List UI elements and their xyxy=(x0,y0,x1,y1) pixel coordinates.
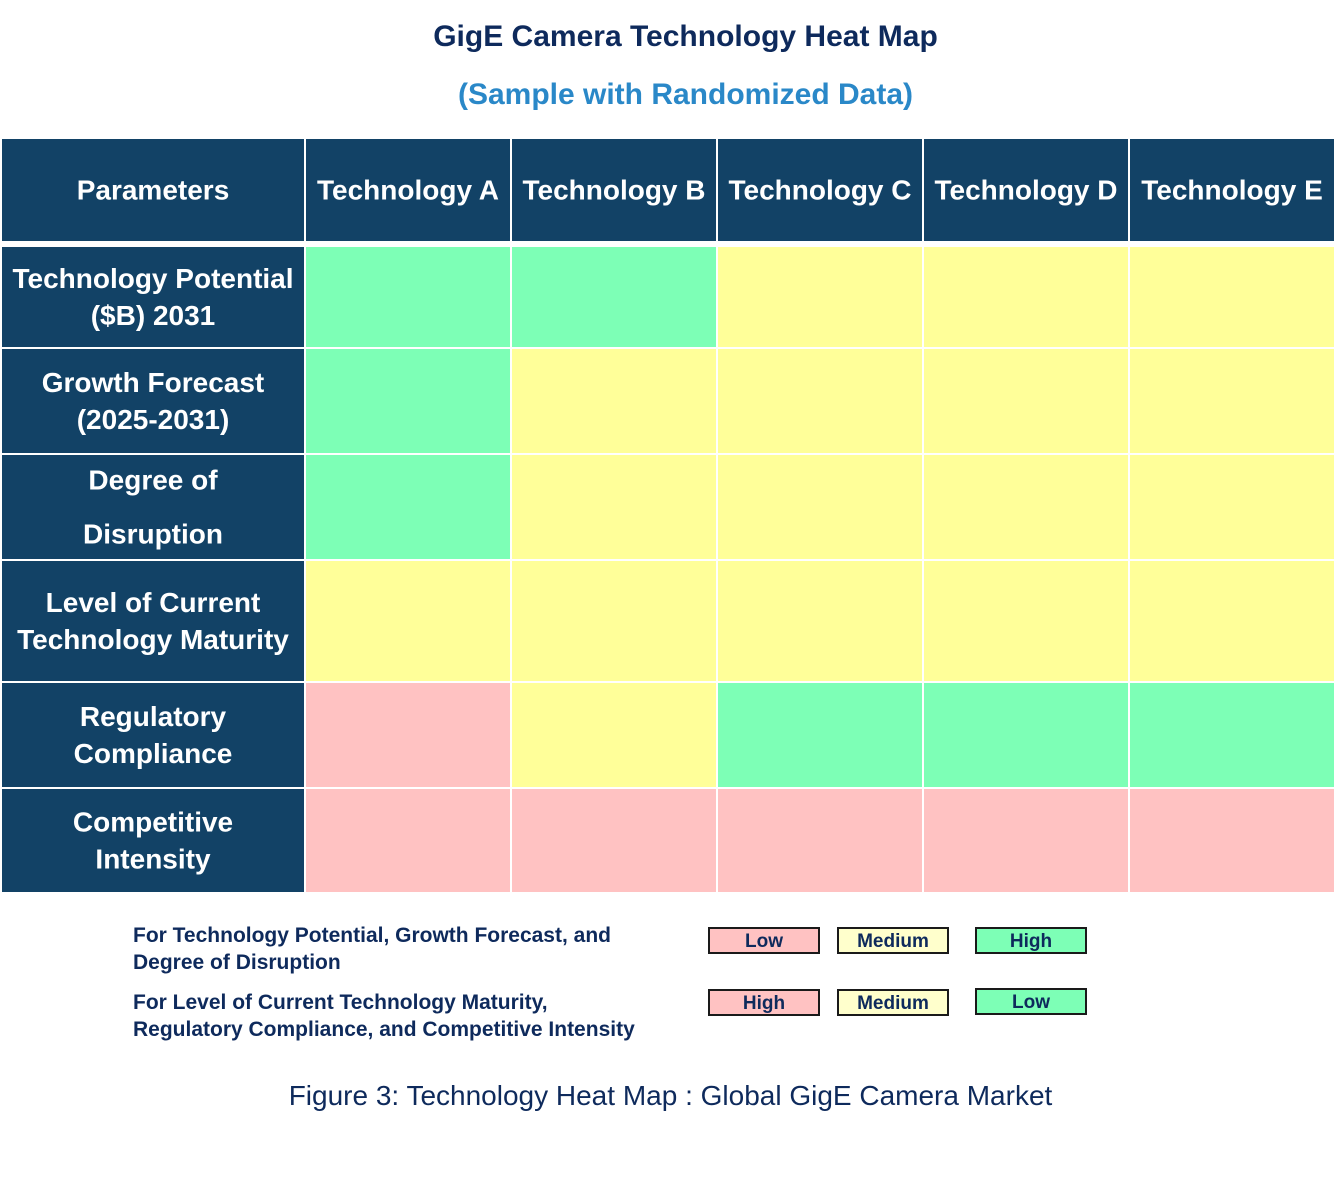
row-header-cell xyxy=(2,789,304,892)
heatmap-cell xyxy=(306,247,510,347)
heatmap-cell xyxy=(512,789,716,892)
heatmap-cell xyxy=(718,561,922,681)
column-header-parameters: Parameters xyxy=(77,175,230,206)
heatmap-cell xyxy=(718,683,922,787)
legend-swatch-low: Low xyxy=(975,988,1087,1015)
heatmap-cell xyxy=(306,349,510,453)
column-header-label: Technology C xyxy=(728,175,911,206)
column-header-label: Technology D xyxy=(934,175,1117,206)
row-header-cell xyxy=(2,349,304,453)
row-label-line: Intensity xyxy=(95,844,211,875)
heatmap-cell xyxy=(924,349,1128,453)
heatmap-cell xyxy=(306,789,510,892)
row-label-line: Level of Current xyxy=(46,587,261,618)
row-label-line: Technology Potential xyxy=(12,263,293,294)
row-label-line: Growth Forecast xyxy=(42,367,264,398)
legend-group1-line1: For Technology Potential, Growth Forecas… xyxy=(133,924,611,947)
header-cell-technology-d xyxy=(924,139,1128,241)
row-header-cell xyxy=(2,247,304,347)
heatmap-cell xyxy=(512,683,716,787)
row-label-line: (2025-2031) xyxy=(77,404,230,435)
row-header-cell xyxy=(2,455,304,559)
legend-swatch-high: High xyxy=(975,927,1087,954)
heatmap-cell xyxy=(512,247,716,347)
row-label-line: Technology Maturity xyxy=(17,624,289,655)
legend-swatch-low: Low xyxy=(708,927,820,954)
row-label-line: Regulatory xyxy=(80,701,227,732)
heatmap-cell xyxy=(1130,561,1334,681)
column-header-label: Technology B xyxy=(522,175,705,206)
heatmap-cell xyxy=(718,455,922,559)
legend-group1-text: For Technology Potential, Growth Forecas… xyxy=(133,922,611,976)
heatmap-cell xyxy=(924,789,1128,892)
heatmap-cell xyxy=(306,455,510,559)
chart-subtitle: (Sample with Randomized Data) xyxy=(457,78,914,111)
header-cell-technology-e xyxy=(1130,139,1334,241)
heatmap-cell xyxy=(306,561,510,681)
heatmap-cell xyxy=(924,455,1128,559)
row-header-cell xyxy=(2,561,304,681)
heatmap-cell xyxy=(718,247,922,347)
heatmap-cell xyxy=(1130,349,1334,453)
legend-group2-text: For Level of Current Technology Maturity… xyxy=(133,989,635,1043)
legend-group2-line1: For Level of Current Technology Maturity… xyxy=(133,991,548,1014)
heatmap-cell xyxy=(924,561,1128,681)
legend-group1-line2: Degree of Disruption xyxy=(133,951,341,974)
header-cell-parameters xyxy=(2,139,304,241)
legend-swatch-high: High xyxy=(708,989,820,1016)
header-cell-technology-a xyxy=(306,139,510,241)
column-header-label: Technology E xyxy=(1141,175,1323,206)
heatmap-cell xyxy=(306,683,510,787)
chart-title: GigE Camera Technology Heat Map xyxy=(433,20,938,53)
header-cell-technology-c xyxy=(718,139,922,241)
legend-swatch-medium: Medium xyxy=(837,989,949,1016)
heatmap-cell xyxy=(718,789,922,892)
heatmap-cell xyxy=(924,247,1128,347)
legend-swatch-medium: Medium xyxy=(837,927,949,954)
figure-caption: Figure 3: Technology Heat Map : Global G… xyxy=(288,1080,1053,1111)
heatmap-cell xyxy=(924,683,1128,787)
row-label-line: Degree of xyxy=(88,465,218,496)
heatmap-cell xyxy=(1130,789,1334,892)
heatmap-cell xyxy=(1130,455,1334,559)
heatmap-cell xyxy=(512,349,716,453)
legend-group2-line2: Regulatory Compliance, and Competitive I… xyxy=(133,1018,635,1041)
row-label-line: Disruption xyxy=(83,519,223,550)
row-header-cell xyxy=(2,683,304,787)
heatmap-cell xyxy=(512,455,716,559)
row-label-line: Competitive xyxy=(73,807,233,838)
heatmap-cell xyxy=(1130,683,1334,787)
header-cell-technology-b xyxy=(512,139,716,241)
column-header-label: Technology A xyxy=(317,175,499,206)
heatmap-cell xyxy=(1130,247,1334,347)
heatmap-cell xyxy=(512,561,716,681)
heatmap-cell xyxy=(718,349,922,453)
row-label-line: ($B) 2031 xyxy=(91,300,216,331)
row-label-line: Compliance xyxy=(74,738,233,769)
